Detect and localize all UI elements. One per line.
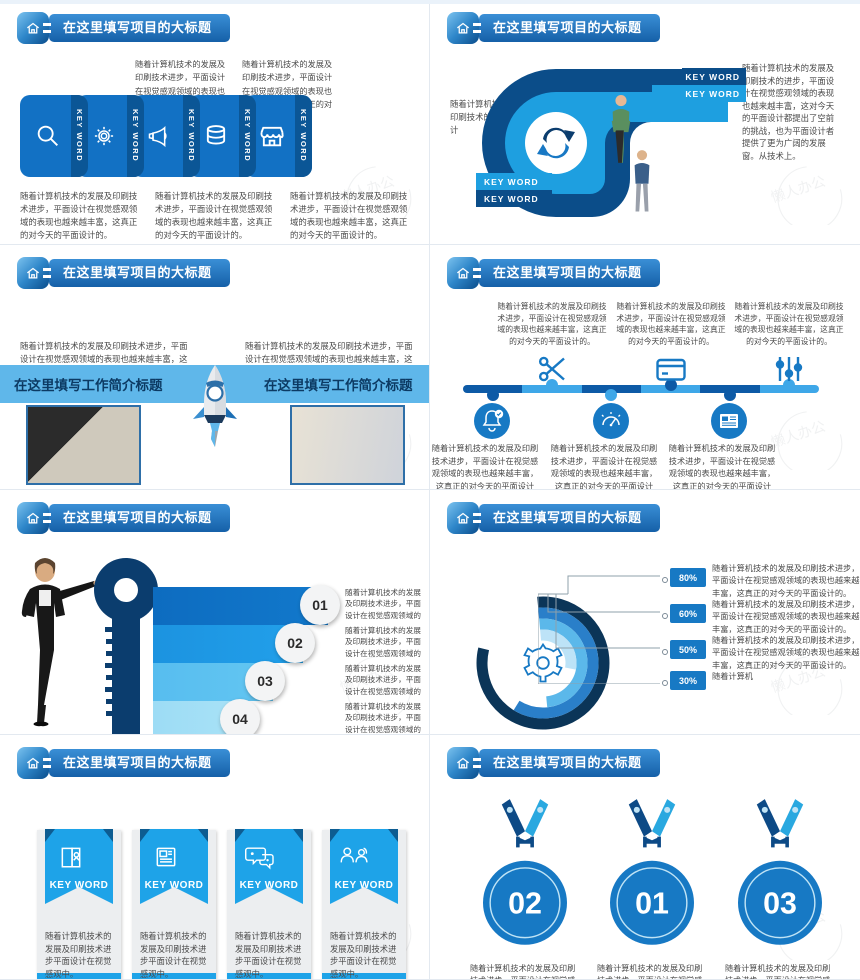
svg-text:03: 03 — [763, 887, 797, 921]
svg-text:懒人办公: 懒人办公 — [771, 173, 827, 206]
svg-text:01: 01 — [635, 887, 669, 921]
svg-text:02: 02 — [508, 887, 542, 921]
svg-text:懒人办公: 懒人办公 — [771, 418, 827, 451]
